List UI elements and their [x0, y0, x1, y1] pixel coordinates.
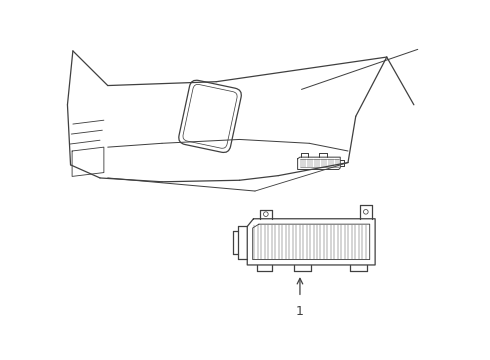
Text: 1: 1 — [296, 305, 304, 318]
